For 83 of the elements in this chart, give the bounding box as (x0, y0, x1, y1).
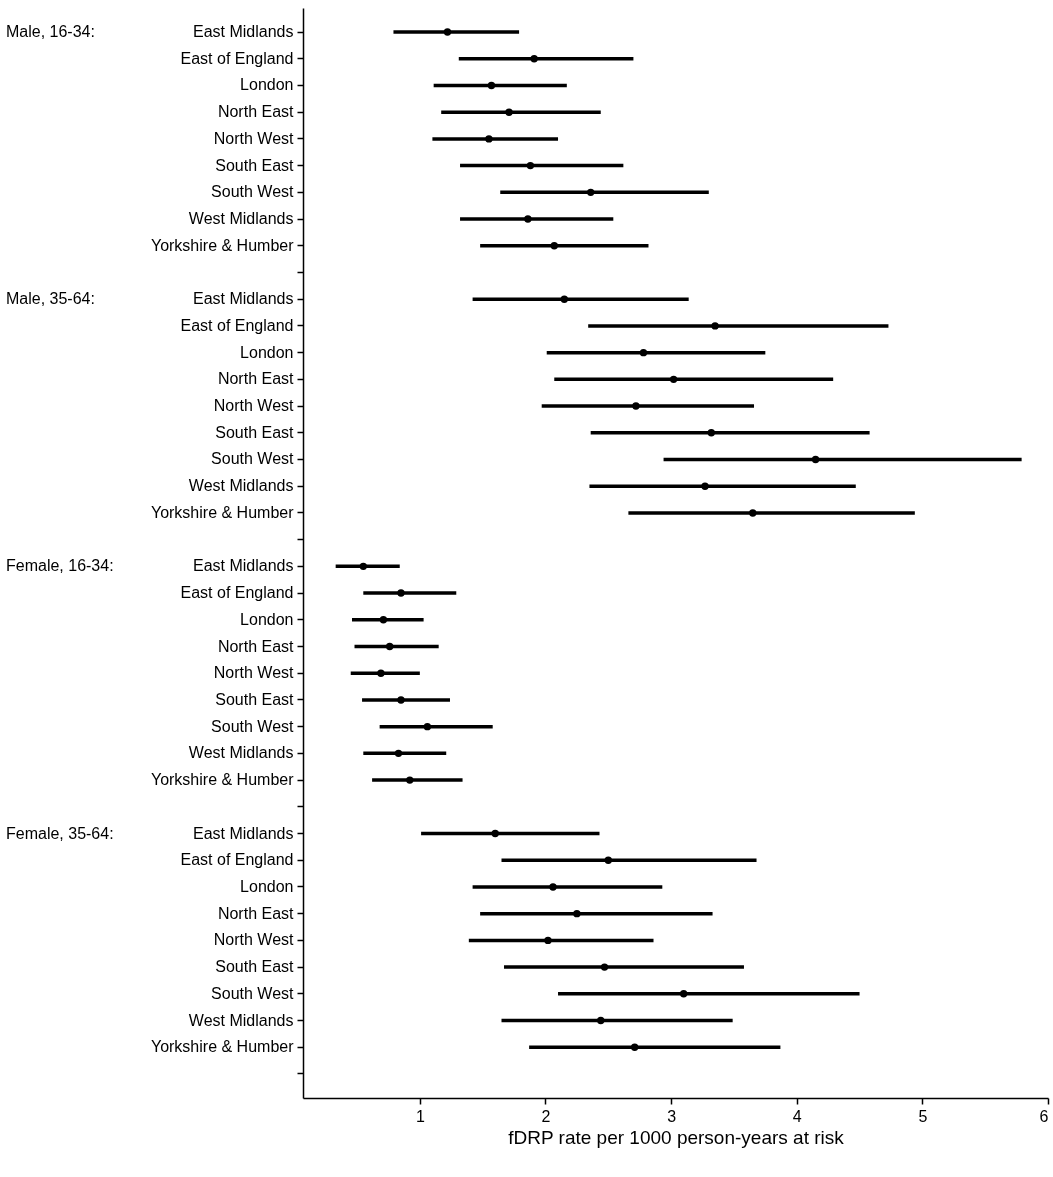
y-tick-label: London (240, 610, 294, 628)
point (811, 455, 820, 464)
point (604, 856, 612, 864)
point (379, 616, 388, 624)
y-tick-label: East Midlands (193, 290, 294, 308)
y-tick-label: East Midlands (193, 557, 294, 575)
y-tick-label: Yorkshire & Humber (150, 771, 295, 789)
y-tick-label: North West (213, 931, 295, 949)
text: Female, 16-34: (6, 557, 114, 575)
point (377, 669, 385, 677)
y-tick-label: South East (215, 958, 295, 976)
y-tick-label: North West (213, 397, 295, 415)
y-tick-label: West Midlands (188, 744, 294, 762)
y-tick-label: South East (215, 690, 295, 708)
point (632, 402, 640, 410)
y-tick-label: London (240, 877, 294, 895)
x-tick-label: 6 (1039, 1107, 1049, 1125)
y-tick-label: East of England (180, 584, 294, 602)
y-tick-label: London (240, 343, 294, 361)
y-tick-label: North East (217, 370, 295, 388)
point (707, 429, 716, 437)
point (573, 909, 581, 918)
text: Male, 35-64: (6, 290, 95, 308)
y-tick-label: East of England (180, 316, 294, 334)
point (549, 883, 557, 891)
y-tick-label: Yorkshire & Humber (150, 236, 295, 254)
y-tick-label: East Midlands (193, 23, 294, 41)
point (749, 509, 757, 517)
point (586, 188, 595, 197)
point (544, 936, 552, 945)
point (397, 589, 405, 597)
point (505, 108, 513, 116)
point (406, 776, 414, 784)
text: Female, 35-64: (6, 824, 114, 842)
point (491, 829, 499, 838)
point (550, 242, 558, 250)
x-tick-label: 3 (667, 1107, 677, 1125)
x-tick-label: 2 (541, 1107, 551, 1125)
point (359, 562, 368, 571)
point (530, 55, 538, 63)
text: Male, 16-34: (6, 23, 95, 41)
y-tick-label: East Midlands (193, 824, 294, 842)
y-tick-label: Yorkshire & Humber (150, 1038, 295, 1056)
point (526, 161, 535, 170)
point (423, 722, 432, 731)
point (597, 1016, 605, 1025)
point (560, 295, 569, 303)
y-tick-label: East of England (180, 49, 294, 67)
y-tick-label: London (240, 76, 294, 94)
y-tick-label: South West (211, 984, 295, 1002)
y-tick-label: West Midlands (188, 1011, 294, 1029)
y-tick-label: West Midlands (188, 477, 294, 495)
point (524, 215, 532, 223)
y-tick-label: North East (217, 904, 295, 922)
y-tick-label: South East (215, 156, 295, 174)
point (630, 1043, 639, 1051)
y-tick-label: South West (211, 450, 295, 468)
point (394, 749, 403, 758)
y-tick-label: North East (217, 103, 295, 121)
y-tick-label: East of England (180, 851, 294, 869)
y-tick-label: South East (215, 423, 295, 441)
point (669, 375, 678, 384)
y-tick-label: North East (217, 637, 295, 655)
point (711, 322, 719, 330)
point (485, 135, 493, 143)
point (443, 28, 452, 36)
y-tick-label: South West (211, 717, 295, 735)
point (639, 348, 648, 357)
point (397, 696, 405, 704)
point (487, 81, 496, 90)
point (701, 482, 709, 490)
x-tick-label: 5 (918, 1107, 928, 1125)
x-tick-label: 4 (792, 1107, 802, 1125)
y-tick-label: North West (213, 129, 295, 147)
x-tick-label: 1 (415, 1107, 425, 1125)
y-tick-label: South West (211, 183, 295, 201)
y-tick-label: Yorkshire & Humber (150, 503, 295, 521)
point (600, 963, 609, 971)
x-axis-title: fDRP rate per 1000 person-years at risk (508, 1126, 845, 1148)
y-tick-label: West Midlands (188, 210, 294, 228)
point (385, 642, 394, 651)
y-tick-label: North West (213, 664, 295, 682)
point (679, 990, 688, 998)
